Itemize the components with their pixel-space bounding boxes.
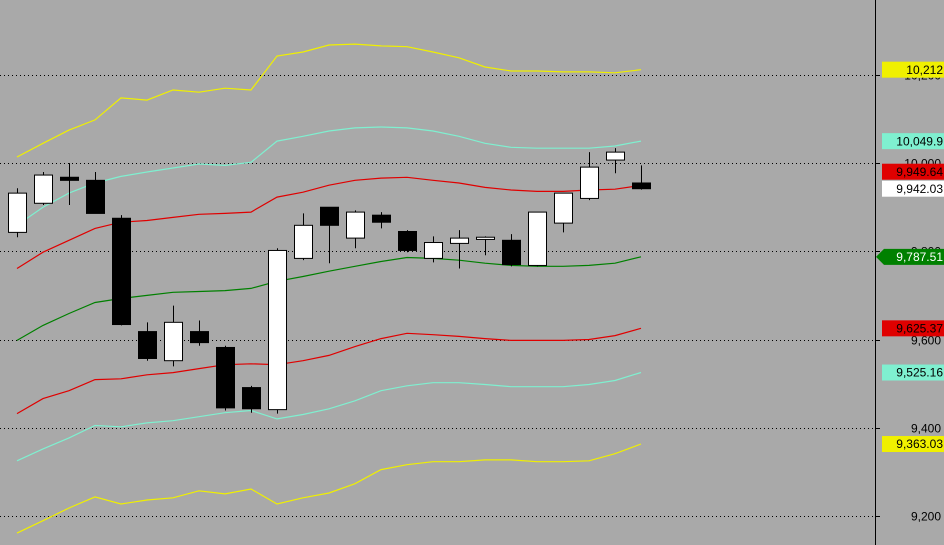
candle-body — [476, 236, 495, 240]
candle-body — [8, 192, 27, 233]
candle-body — [190, 331, 209, 344]
candle-body — [242, 387, 261, 410]
candle-body — [320, 206, 339, 226]
candle-body — [60, 176, 79, 181]
candle-body — [216, 346, 235, 409]
candle-body — [424, 242, 443, 259]
candle-body — [112, 217, 131, 326]
price-tag-label: 9,787.51 — [896, 250, 943, 264]
candle-body — [606, 151, 625, 161]
price-tag — [882, 133, 944, 150]
price-tag-label: 9,363.03 — [896, 437, 943, 451]
price-tag-label: 9,625.37 — [896, 322, 943, 336]
band-line — [16, 126, 642, 226]
candle-body — [346, 211, 365, 239]
candle-body — [86, 179, 105, 214]
candle-body — [502, 239, 521, 266]
y-tick-label: 9,600 — [911, 334, 941, 348]
candle-body — [528, 211, 547, 266]
price-tag-label: 9,942.03 — [896, 182, 943, 196]
price-tag — [882, 61, 944, 78]
price-tag-label: 9,949.64 — [896, 165, 943, 179]
candle-body — [294, 224, 313, 259]
candle-body — [372, 214, 391, 223]
price-tag — [882, 320, 944, 337]
price-tag — [882, 436, 944, 453]
y-tick-label: 9,400 — [911, 422, 941, 436]
candle-body — [632, 182, 651, 190]
candle-body — [34, 174, 53, 204]
price-tag — [882, 163, 944, 180]
candle-body — [268, 249, 287, 411]
band-line — [16, 43, 642, 158]
price-tag — [882, 180, 944, 197]
price-tags: 9,363.03 9,525.16 9,625.37 9,787.51 9,942.03… — [876, 61, 944, 453]
candle-body — [450, 237, 469, 244]
candles — [8, 148, 651, 414]
price-tag-label: 10,049.9 — [896, 134, 943, 148]
price-tag — [876, 248, 944, 265]
price-tag-label: 9,525.16 — [896, 366, 943, 380]
band-line — [16, 327, 642, 415]
candle-body — [554, 192, 573, 224]
candle-body — [398, 230, 417, 251]
candle-body — [138, 331, 157, 359]
band-line — [16, 443, 642, 534]
candle-body — [164, 321, 183, 362]
price-tag-label: 10,212 — [906, 63, 943, 77]
price-tag — [882, 364, 944, 381]
band-line — [16, 371, 642, 462]
y-tick-label: 9,200 — [911, 510, 941, 524]
candle-body — [580, 166, 599, 199]
